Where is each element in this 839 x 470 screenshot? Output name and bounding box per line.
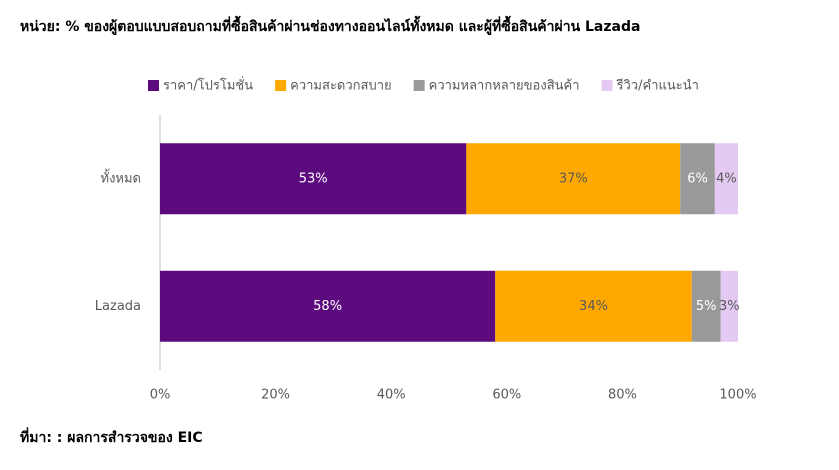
legend-swatch — [601, 80, 613, 91]
chart-title: หน่วย: % ของผู้ตอบแบบสอบถามที่ซื้อสินค้า… — [20, 15, 640, 35]
bar-segment — [466, 143, 681, 215]
legend-label: ความสะดวกสบาย — [290, 79, 392, 94]
legend-label: ความหลากหลายของสินค้า — [429, 79, 580, 94]
bar-segment — [495, 270, 692, 342]
data-label: 58% — [313, 299, 342, 314]
x-tick-label: 80% — [608, 388, 637, 403]
x-tick-label: 60% — [492, 388, 521, 403]
y-tick-label: Lazada — [95, 299, 141, 314]
bar-segment — [714, 143, 738, 215]
legend-swatch — [413, 80, 425, 91]
x-tick-label: 20% — [261, 388, 290, 403]
legend-swatch — [275, 80, 287, 91]
legend-label: รีวิว/คำแนะนำ — [616, 78, 699, 94]
source: ที่มา: : ผลการสำรวจของ EIC — [20, 427, 203, 446]
x-tick-label: 100% — [719, 388, 756, 403]
bar-segment — [691, 270, 721, 342]
x-tick-label: 0% — [150, 388, 171, 403]
data-label: 34% — [579, 299, 608, 314]
bar-segment — [680, 143, 715, 215]
data-label: 5% — [696, 299, 717, 314]
y-tick-label: ทั้งหมด — [101, 168, 142, 186]
x-tick-label: 40% — [377, 388, 406, 403]
data-label: 3% — [719, 299, 740, 314]
legend-label: ราคา/โปรโมชั่น — [163, 77, 253, 94]
bar-segment — [160, 143, 467, 215]
bar-segment — [160, 270, 496, 342]
data-label: 4% — [716, 171, 737, 186]
legend-swatch — [148, 80, 159, 91]
data-label: 37% — [559, 171, 588, 186]
data-label: 53% — [299, 171, 328, 186]
data-label: 6% — [687, 171, 708, 186]
bar-segment — [720, 270, 738, 342]
